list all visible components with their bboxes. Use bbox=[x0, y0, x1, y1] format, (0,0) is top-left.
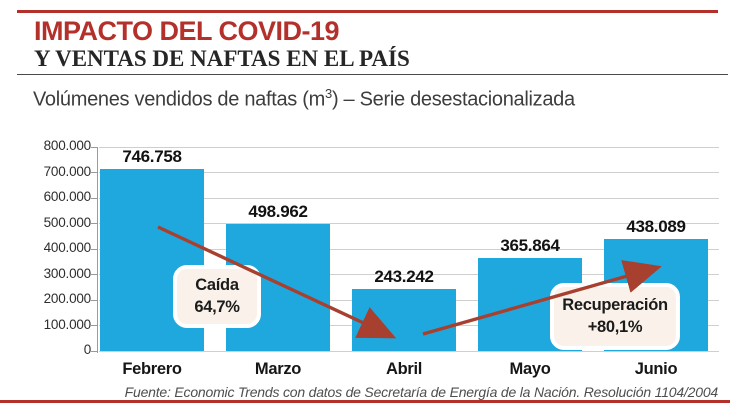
annotation-drop-line1: Caída bbox=[195, 276, 239, 295]
bar-value-label: 365.864 bbox=[500, 235, 560, 255]
y-axis-tick-label: 200.000 bbox=[43, 291, 92, 306]
page-subtitle: Y VENTAS DE NAFTAS EN EL PAÍS bbox=[34, 46, 410, 71]
axis-tick bbox=[91, 172, 98, 173]
arrow-layer bbox=[157, 225, 662, 339]
x-label-junio: Junio bbox=[634, 360, 678, 378]
drop-arrow bbox=[157, 225, 397, 339]
axis-tick bbox=[91, 274, 98, 275]
y-axis-tick-label: 300.000 bbox=[43, 265, 92, 281]
gridline bbox=[99, 248, 719, 250]
gridline bbox=[99, 172, 719, 173]
bottom-red-rule bbox=[0, 400, 730, 403]
gridline bbox=[99, 223, 719, 224]
gridline bbox=[99, 274, 719, 275]
annotation-recovery-line2: +80,1% bbox=[587, 317, 643, 336]
x-label-febrero: Febrero bbox=[122, 360, 182, 378]
header-separator bbox=[17, 74, 728, 75]
axis-tick bbox=[91, 350, 98, 352]
y-axis-tick-label: 500.000 bbox=[43, 214, 92, 230]
axis-tick bbox=[91, 299, 98, 301]
bar-value-label: 498.962 bbox=[248, 201, 308, 221]
top-red-rule bbox=[17, 10, 718, 13]
y-axis-tick-label: 700.000 bbox=[43, 163, 92, 179]
gridline bbox=[99, 197, 719, 199]
axis-tick bbox=[91, 248, 98, 250]
gridline bbox=[99, 146, 719, 148]
annotation-drop-line2: 64,7% bbox=[194, 297, 240, 316]
axis-tick bbox=[91, 146, 98, 148]
y-axis-line bbox=[97, 147, 98, 353]
y-axis-tick-label: 600.000 bbox=[43, 189, 92, 204]
bar-value-label: 243.242 bbox=[374, 266, 434, 286]
y-axis-tick-label: 100.000 bbox=[43, 316, 92, 332]
y-axis-tick-label: 400.000 bbox=[43, 240, 92, 255]
y-axis-tick-label: 800.000 bbox=[43, 138, 92, 153]
source-note: Fuente: Economic Trends con datos de Sec… bbox=[124, 384, 719, 400]
recovery-arrow bbox=[422, 260, 662, 336]
annotation-box-recovery: Recuperación +80,1% bbox=[550, 283, 680, 350]
chart-subtitle-sup: 3 bbox=[325, 86, 332, 101]
plot-area: 746.758 498.962 243.242 365.864 438.089 … bbox=[91, 146, 719, 352]
y-axis-tick-label: 0 bbox=[83, 342, 92, 357]
annotation-recovery-line1: Recuperación bbox=[562, 296, 668, 315]
x-label-marzo: Marzo bbox=[254, 360, 302, 378]
chart-subtitle: Volúmenes vendidos de naftas (m3) – Seri… bbox=[33, 86, 575, 112]
axis-tick bbox=[91, 325, 98, 326]
page-title: IMPACTO DEL COVID-19 bbox=[34, 16, 340, 46]
y-axis: 800.000 700.000 600.000 500.000 400.000 300.0… bbox=[8, 138, 92, 357]
axis-tick bbox=[91, 223, 98, 224]
bar-value-label: 746.758 bbox=[122, 147, 182, 166]
chart-subtitle-pre: Volúmenes vendidos de naftas (m bbox=[33, 88, 325, 111]
gridline bbox=[99, 350, 719, 352]
x-label-mayo: Mayo bbox=[509, 360, 551, 378]
chart-subtitle-post: ) – Serie desestacionalizada bbox=[331, 88, 575, 111]
x-axis-labels: Febrero Marzo Abril Mayo Junio bbox=[99, 360, 719, 379]
bar-value-label: 438.089 bbox=[626, 217, 686, 237]
axis-tick bbox=[91, 197, 98, 199]
annotation-box-drop: Caída 64,7% bbox=[173, 265, 261, 328]
x-label-abril: Abril bbox=[385, 360, 423, 378]
